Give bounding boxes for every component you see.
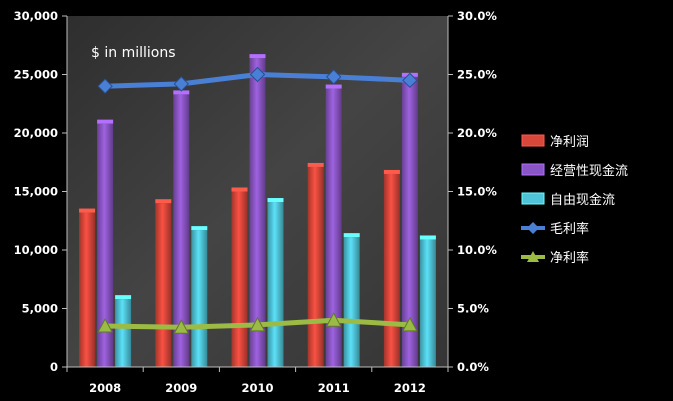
right-tick-label: 0.0% (457, 360, 489, 374)
x-tick-label: 2011 (318, 381, 350, 395)
legend-label-4: 毛利率 (550, 221, 589, 237)
right-tick-label: 20.0% (457, 126, 497, 140)
bar-cap-2009-s3 (191, 226, 208, 231)
bar-2011-s3 (343, 237, 360, 367)
bar-2009-s2 (173, 94, 190, 367)
legend-label-2: 经营性现金流 (550, 163, 628, 179)
bar-cap-2010-s2 (249, 54, 266, 59)
bar-cap-2010-s3 (267, 198, 284, 203)
bar-2012-s2 (401, 76, 418, 367)
axes-layer: 0 5,000 10,000 15,000 20,000 25,000 30,000 0.0%… (14, 9, 498, 395)
bar-cap-2012-s1 (383, 169, 400, 174)
legend-label-1: 净利润 (550, 135, 589, 150)
bar-cap-2008-s2 (97, 119, 114, 124)
left-tick-label: 15,000 (14, 185, 58, 199)
bar-cap-2011-s3 (343, 233, 360, 238)
right-tick-label: 10.0% (457, 243, 497, 257)
bar-cap-2010-s1 (231, 187, 248, 192)
bar-cap-2012-s3 (419, 235, 436, 240)
point-2011-l2 (325, 312, 342, 327)
legend-marker-5 (527, 251, 539, 262)
left-tick-label: 10,000 (14, 243, 58, 257)
point-2010-l1 (249, 66, 266, 83)
bar-2010-s3 (267, 202, 284, 367)
legend-label-5: 净利率 (550, 250, 589, 266)
point-2012-l2 (402, 316, 418, 332)
x-tick-label: 2012 (394, 381, 426, 395)
units-annotation: $ in millions (91, 45, 176, 61)
legend-marker-4 (527, 222, 539, 234)
legend-swatch-1 (521, 134, 545, 147)
x-tick-label: 2010 (241, 381, 273, 395)
bar-2009-s3 (191, 230, 208, 367)
right-tick-label: 5.0% (457, 302, 489, 316)
bar-2012-s1 (383, 173, 400, 367)
left-tick-label: 0 (50, 360, 58, 374)
legend-swatch-3 (521, 192, 545, 205)
point-2010-l2 (249, 316, 266, 332)
left-tick-label: 5,000 (22, 302, 58, 316)
x-tick-label: 2009 (165, 381, 197, 395)
point-2008-l2 (97, 317, 113, 333)
right-tick-label: 30.0% (457, 9, 497, 23)
bar-cap-2011-s2 (325, 84, 342, 89)
legend-swatch-2 (521, 163, 545, 176)
right-tick-label: 15.0% (457, 185, 497, 199)
left-tick-label: 25,000 (14, 68, 58, 82)
lines-layer (97, 66, 418, 334)
bar-2012-s3 (419, 239, 436, 367)
left-tick-label: 30,000 (14, 9, 58, 23)
bar-cap-2008-s1 (79, 208, 96, 213)
point-2009-l1 (173, 76, 190, 92)
point-2008-l1 (97, 78, 113, 94)
bar-2010-s2 (249, 58, 266, 368)
bar-cap-2008-s3 (115, 295, 132, 300)
bar-2008-s3 (115, 299, 132, 367)
bar-2008-s2 (97, 123, 114, 367)
left-tick-label: 20,000 (14, 126, 58, 140)
point-2009-l2 (173, 319, 190, 334)
bar-2010-s1 (231, 191, 248, 367)
bar-2011-s2 (325, 88, 342, 367)
bar-cap-2011-s1 (307, 162, 324, 167)
point-2012-l1 (402, 72, 418, 89)
bar-2008-s1 (79, 212, 96, 367)
bar-cap-2009-s2 (173, 90, 190, 95)
point-2011-l1 (325, 69, 342, 85)
bar-2011-s1 (307, 166, 324, 367)
right-tick-label: 25.0% (457, 68, 497, 82)
x-tick-label: 2008 (89, 381, 121, 395)
bar-2009-s1 (155, 203, 172, 367)
legend-label-3: 自由现金流 (550, 192, 615, 208)
bar-cap-2009-s1 (155, 199, 172, 204)
